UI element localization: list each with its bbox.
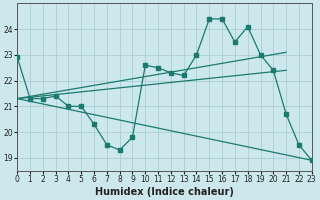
X-axis label: Humidex (Indice chaleur): Humidex (Indice chaleur) bbox=[95, 187, 234, 197]
